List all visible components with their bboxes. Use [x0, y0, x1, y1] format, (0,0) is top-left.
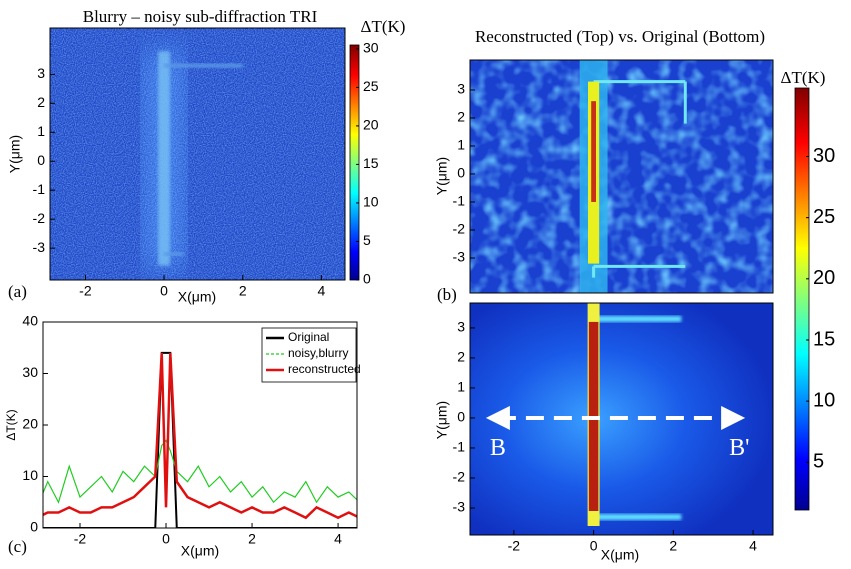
heatmap-noise: [470, 60, 773, 293]
y-axis-label: Y(μm): [7, 135, 23, 173]
colorbar-tick-label: 30: [813, 145, 835, 167]
y-tick-label: 20: [22, 416, 38, 432]
x-tick-label: 2: [239, 283, 247, 299]
frame: [469, 302, 774, 536]
frame: [49, 27, 346, 281]
line: [43, 352, 357, 520]
y-tick-label: 3: [37, 65, 45, 81]
y-tick-label: -3: [33, 239, 46, 255]
panel-label: (c): [8, 537, 27, 556]
x-tick-label: 4: [334, 531, 342, 547]
colorbar-tick-label: 20: [813, 267, 835, 289]
plot-area: B B': [470, 303, 773, 535]
panel-label: (b): [437, 285, 457, 304]
x-tick-label: 2: [669, 538, 677, 554]
colorbar-tick-label: 20: [363, 117, 379, 133]
annotation: B': [729, 435, 749, 461]
colorbar-label: ΔT(K): [361, 17, 406, 36]
colorbar-tick-label: 15: [813, 328, 835, 350]
heatmap-core: [591, 101, 596, 202]
x-tick-label: -2: [508, 538, 521, 554]
y-tick-label: 2: [457, 109, 465, 125]
y-tick-label: -2: [453, 469, 466, 485]
x-tick-label: -2: [74, 531, 87, 547]
y-tick-label: -2: [33, 210, 46, 226]
y-tick-label: 40: [22, 313, 38, 329]
line: [43, 439, 357, 504]
x-tick-label: 0: [162, 531, 170, 547]
y-tick-label: -3: [453, 249, 466, 265]
legend-label: Original: [288, 330, 329, 344]
x-axis-label: X(μm): [181, 543, 219, 559]
y-tick-label: -3: [453, 499, 466, 515]
x-tick-label: 4: [749, 538, 757, 554]
y-tick-label: 0: [37, 152, 45, 168]
plot-area: [43, 351, 357, 528]
colorbar: [349, 44, 360, 281]
heatmap-branch: [593, 513, 682, 520]
colorbar-tick-label: 10: [813, 389, 835, 411]
heatmap-branch: [164, 251, 184, 256]
y-tick-label: 0: [457, 165, 465, 181]
y-tick-label: 10: [22, 467, 38, 483]
chart-title: Reconstructed (Top) vs. Original (Bottom…: [475, 27, 765, 46]
frame: [469, 59, 774, 294]
y-tick-label: 3: [457, 319, 465, 335]
annotation: B: [490, 435, 506, 461]
plot-area: [50, 28, 345, 280]
y-tick-label: -2: [453, 221, 466, 237]
x-tick-label: 4: [318, 283, 326, 299]
colorbar-tick-label: 5: [363, 232, 371, 248]
y-tick-label: 1: [457, 379, 465, 395]
x-axis-label: X(μm): [601, 547, 639, 563]
heatmap-branch: [164, 63, 243, 68]
y-axis-label: ΔT(K): [4, 409, 18, 440]
x-tick-label: 0: [590, 538, 598, 554]
y-tick-label: 2: [457, 349, 465, 365]
colorbar-tick-label: 25: [363, 78, 379, 94]
colorbar-label: ΔT(K): [781, 68, 826, 87]
heatmap-stripe: [158, 51, 170, 266]
panel-label: (a): [8, 282, 27, 301]
x-axis-label: X(μm): [178, 289, 216, 305]
heatmap-noise: [50, 28, 345, 280]
y-tick-label: -1: [453, 193, 466, 209]
y-tick-label: 0: [30, 519, 38, 535]
plot-area: [470, 60, 773, 293]
y-tick-label: 2: [37, 94, 45, 110]
colorbar-tick-label: 25: [813, 206, 835, 228]
colorbar-tick-label: 0: [363, 271, 371, 287]
y-tick-label: 0: [457, 409, 465, 425]
x-tick-label: 2: [248, 531, 256, 547]
chart-title: Blurry – noisy sub-diffraction TRI: [83, 7, 318, 26]
legend-label: noisy,blurry: [288, 346, 348, 360]
x-tick-label: 0: [160, 283, 168, 299]
colorbar-tick-label: 10: [363, 194, 379, 210]
colorbar-tick-label: 30: [363, 40, 379, 56]
heatmap-branch: [593, 315, 682, 322]
colorbar-tick-label: 5: [813, 451, 824, 473]
y-tick-label: -1: [453, 439, 466, 455]
legend-label: reconstructed: [288, 362, 361, 376]
y-tick-label: 3: [457, 81, 465, 97]
y-tick-label: 30: [22, 364, 38, 380]
y-tick-label: 1: [37, 123, 45, 139]
colorbar-tick-label: 15: [363, 155, 379, 171]
y-tick-label: -1: [33, 181, 46, 197]
colorbar: [794, 87, 810, 511]
y-tick-label: 1: [457, 137, 465, 153]
x-tick-label: -2: [79, 283, 92, 299]
y-axis-label: Y(μm): [434, 401, 450, 439]
y-axis-label: Y(μm): [434, 157, 450, 195]
